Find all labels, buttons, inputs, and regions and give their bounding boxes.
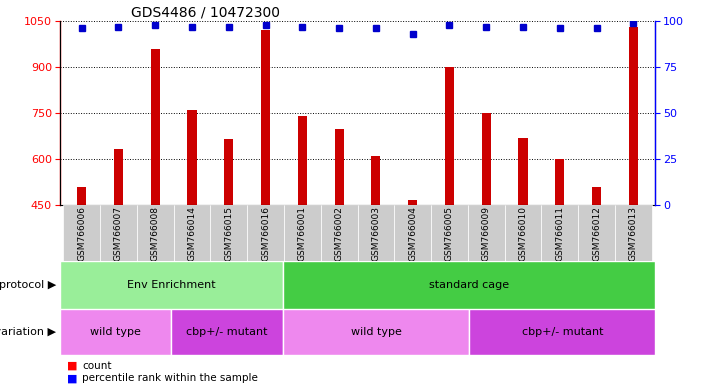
Text: GSM766012: GSM766012 <box>592 206 601 261</box>
Text: GSM766010: GSM766010 <box>519 206 528 261</box>
Text: GSM766009: GSM766009 <box>482 206 491 261</box>
Bar <box>408 200 417 205</box>
Text: GSM766001: GSM766001 <box>298 206 307 261</box>
Text: GSM766011: GSM766011 <box>555 206 564 261</box>
Text: wild type: wild type <box>90 327 141 337</box>
Bar <box>224 139 233 205</box>
Text: GSM766015: GSM766015 <box>224 206 233 261</box>
Text: genotype/variation ▶: genotype/variation ▶ <box>0 327 56 337</box>
Text: GSM766003: GSM766003 <box>372 206 381 261</box>
Bar <box>555 159 564 205</box>
Bar <box>283 261 655 309</box>
Bar <box>137 205 174 261</box>
Bar <box>261 30 270 205</box>
Bar <box>469 309 655 355</box>
Bar <box>431 205 468 261</box>
Text: GSM766008: GSM766008 <box>151 206 160 261</box>
Bar <box>394 205 431 261</box>
Bar <box>615 205 652 261</box>
Bar <box>151 49 160 205</box>
Bar <box>77 187 86 205</box>
Text: protocol ▶: protocol ▶ <box>0 280 56 290</box>
Bar <box>187 110 196 205</box>
Bar <box>482 113 491 205</box>
Text: wild type: wild type <box>350 327 402 337</box>
Text: percentile rank within the sample: percentile rank within the sample <box>82 373 258 383</box>
Text: GSM766005: GSM766005 <box>445 206 454 261</box>
Bar <box>247 205 284 261</box>
Bar <box>63 205 100 261</box>
Text: ■: ■ <box>67 373 77 383</box>
Bar <box>100 205 137 261</box>
Bar <box>321 205 358 261</box>
Bar <box>505 205 541 261</box>
Text: GSM766007: GSM766007 <box>114 206 123 261</box>
Bar <box>334 129 343 205</box>
Bar <box>174 205 210 261</box>
Text: ■: ■ <box>67 361 77 371</box>
Text: GSM766013: GSM766013 <box>629 206 638 261</box>
Bar <box>60 261 283 309</box>
Bar <box>284 205 321 261</box>
Text: count: count <box>82 361 111 371</box>
Bar <box>578 205 615 261</box>
Bar <box>468 205 505 261</box>
Bar <box>629 27 638 205</box>
Bar <box>541 205 578 261</box>
Bar <box>445 67 454 205</box>
Text: GSM766004: GSM766004 <box>408 206 417 261</box>
Text: GSM766006: GSM766006 <box>77 206 86 261</box>
Bar <box>60 309 171 355</box>
Bar <box>358 205 394 261</box>
Text: GSM766016: GSM766016 <box>261 206 270 261</box>
Bar <box>114 149 123 205</box>
Bar <box>592 187 601 205</box>
Text: standard cage: standard cage <box>429 280 510 290</box>
Text: cbp+/- mutant: cbp+/- mutant <box>186 327 268 337</box>
Bar <box>283 309 469 355</box>
Bar <box>519 138 528 205</box>
Text: Env Enrichment: Env Enrichment <box>127 280 216 290</box>
Text: cbp+/- mutant: cbp+/- mutant <box>522 327 603 337</box>
Bar <box>171 309 283 355</box>
Text: GSM766002: GSM766002 <box>334 206 343 261</box>
Text: GDS4486 / 10472300: GDS4486 / 10472300 <box>131 6 280 20</box>
Bar <box>298 116 307 205</box>
Bar <box>210 205 247 261</box>
Text: GSM766014: GSM766014 <box>187 206 196 261</box>
Bar <box>372 156 381 205</box>
